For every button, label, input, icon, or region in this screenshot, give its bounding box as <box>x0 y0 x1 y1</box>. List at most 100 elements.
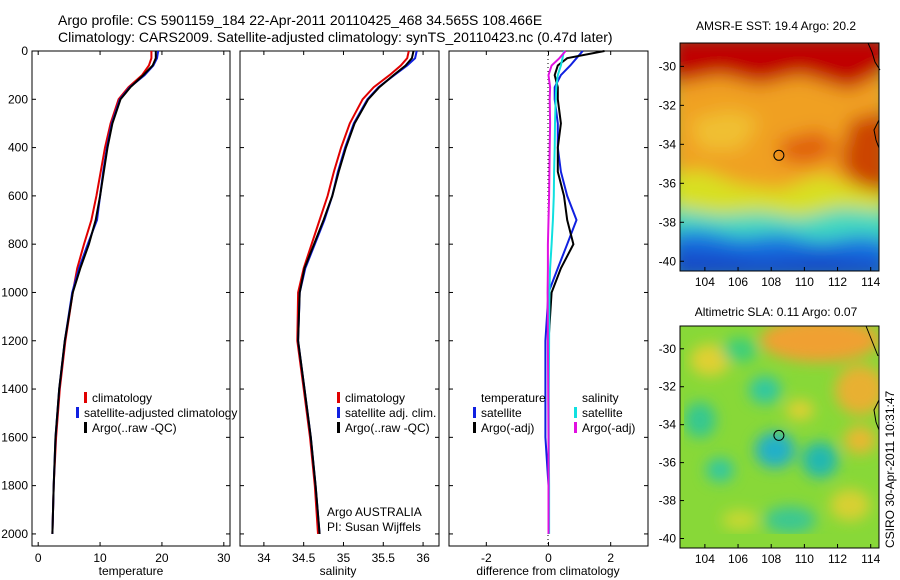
map-x-tick-label: 114 <box>861 275 880 289</box>
y-tick-label: 800 <box>8 237 28 251</box>
legend-label-climatology: climatology <box>345 391 405 405</box>
legend-swatch-argo <box>84 422 87 433</box>
header-line2: Climatology: CARS2009. Satellite-adjuste… <box>58 29 613 45</box>
map-x-tick-label: 112 <box>828 275 847 289</box>
argo-annotation-line2: PI: Susan Wijffels <box>327 520 421 534</box>
argo-annotation-line1: Argo AUSTRALIA <box>327 505 422 519</box>
series-line-salinity-1 <box>297 50 418 534</box>
map-x-tick-label: 104 <box>695 552 715 566</box>
x-tick-label: 20 <box>155 551 169 565</box>
legend-label-climatology: climatology <box>92 391 152 405</box>
sst-coastline <box>867 42 881 71</box>
map-y-tick-label: -36 <box>659 456 677 470</box>
legend-label-sal-satellite: satellite <box>582 406 623 420</box>
y-tick-label: 600 <box>8 189 28 203</box>
map-y-tick-label: -40 <box>659 254 677 268</box>
temperature-ticks: 0 10 20 30 0 200 400 600 800 1000 1200 1400 1600 1800… <box>1 44 231 565</box>
y-tick-label: 1200 <box>1 334 28 348</box>
series-line-difference-3 <box>546 50 567 534</box>
x-tick-label: 30 <box>217 551 231 565</box>
difference-ticks: -2 0 2 <box>449 50 648 565</box>
legend-heading-salinity: salinity <box>582 391 619 405</box>
legend-label-satellite-adj: satellite adj. clim. <box>345 406 436 420</box>
legend-label-satellite-adjusted: satellite-adjusted climatology <box>84 406 237 420</box>
temperature-series-layer <box>51 50 160 534</box>
map-y-tick-label: -34 <box>659 137 677 151</box>
sla-coastline <box>865 325 879 357</box>
temperature-panel: 0 10 20 30 0 200 400 600 800 1000 1200 1400 1600 1800… <box>1 44 237 578</box>
y-tick-label: 200 <box>8 92 28 106</box>
sst-coastline-lower <box>873 119 880 149</box>
legend-swatch-climatology <box>84 392 87 403</box>
map-x-tick-label: 110 <box>795 552 814 566</box>
y-tick-label: 1000 <box>1 285 28 299</box>
legend-swatch-satellite-adj <box>337 407 340 418</box>
map-y-tick-label: -38 <box>659 494 677 508</box>
legend-heading-temperature: temperature <box>481 391 546 405</box>
y-tick-label: 1400 <box>1 382 28 396</box>
sst-map-title: AMSR-E SST: 19.4 Argo: 20.2 <box>696 19 856 33</box>
map-x-tick-label: 114 <box>861 552 880 566</box>
difference-xlabel: difference from climatology <box>476 564 619 578</box>
x-tick-label: -2 <box>481 551 492 565</box>
difference-legend: temperature satellite Argo(-adj) salinit… <box>473 391 635 435</box>
map-y-tick-label: -32 <box>659 380 677 394</box>
legend-swatch-temp-satellite <box>473 407 476 418</box>
x-tick-label: 0 <box>35 551 42 565</box>
legend-label-argo: Argo(..raw -QC) <box>92 421 177 435</box>
sla-map-frame <box>679 325 880 549</box>
sla-argo-marker <box>773 429 785 441</box>
sst-map-ticks: 104 106 108 110 112 114 -30 -32 -34 -36 -38 -40 <box>659 59 881 289</box>
map-y-tick-label: -36 <box>659 176 677 190</box>
sla-field <box>680 326 879 548</box>
temperature-legend: climatology satellite-adjusted climatolo… <box>76 391 237 435</box>
legend-swatch-argo <box>337 422 340 433</box>
y-tick-label: 400 <box>8 141 28 155</box>
salinity-xlabel: salinity <box>320 564 357 578</box>
x-tick-label: 36 <box>416 551 430 565</box>
salinity-ticks: 34 34.5 35 35.5 36 <box>240 50 439 565</box>
csiro-timestamp: CSIRO 30-Apr-2011 10:31:47 <box>883 390 897 548</box>
map-x-tick-label: 108 <box>761 552 781 566</box>
salinity-series-layer <box>296 50 418 534</box>
sst-map: AMSR-E SST: 19.4 Argo: 20.2 104 106 108 110… <box>659 19 881 289</box>
x-tick-label: 34.5 <box>292 551 316 565</box>
legend-swatch-sal-argo <box>574 422 577 433</box>
map-y-tick-label: -38 <box>659 215 677 229</box>
legend-label-sal-argo: Argo(-adj) <box>582 421 635 435</box>
x-tick-label: 35 <box>337 551 351 565</box>
sla-coastline-lower <box>873 399 880 431</box>
difference-panel: -2 0 2 difference from climatology tempera… <box>448 50 649 578</box>
y-tick-label: 1600 <box>1 430 28 444</box>
map-x-tick-label: 110 <box>795 275 814 289</box>
map-y-tick-label: -40 <box>659 532 677 546</box>
y-tick-label: 0 <box>21 44 28 58</box>
sst-map-frame <box>679 42 880 272</box>
y-tick-label: 1800 <box>1 479 28 493</box>
x-tick-label: 10 <box>93 551 107 565</box>
legend-label-argo: Argo(..raw -QC) <box>345 421 430 435</box>
map-x-tick-label: 106 <box>728 275 748 289</box>
x-tick-label: 2 <box>607 551 614 565</box>
map-x-tick-label: 106 <box>728 552 748 566</box>
salinity-panel: 34 34.5 35 35.5 36 salinity climatology sate… <box>239 50 440 578</box>
legend-swatch-sal-satellite <box>574 407 577 418</box>
salinity-legend: climatology satellite adj. clim. Argo(..… <box>337 391 436 435</box>
temperature-xlabel: temperature <box>99 564 164 578</box>
difference-series-layer <box>544 50 605 534</box>
sla-map-ticks: 104 106 108 110 112 114 -30 -32 -34 -36 -38 -40 <box>659 342 881 566</box>
map-y-tick-label: -34 <box>659 418 677 432</box>
legend-swatch-climatology <box>337 392 340 403</box>
y-tick-label: 2000 <box>1 527 28 541</box>
map-x-tick-label: 112 <box>828 552 847 566</box>
sst-field <box>680 43 879 271</box>
legend-label-temp-argo: Argo(-adj) <box>481 421 534 435</box>
series-line-temperature-1 <box>51 50 160 534</box>
x-tick-label: 0 <box>545 551 552 565</box>
sst-argo-marker <box>773 149 785 161</box>
temperature-axes-frame <box>31 50 231 547</box>
sla-map-title: Altimetric SLA: 0.11 Argo: 0.07 <box>695 305 858 319</box>
x-tick-label: 34 <box>257 551 271 565</box>
map-x-tick-label: 104 <box>695 275 715 289</box>
